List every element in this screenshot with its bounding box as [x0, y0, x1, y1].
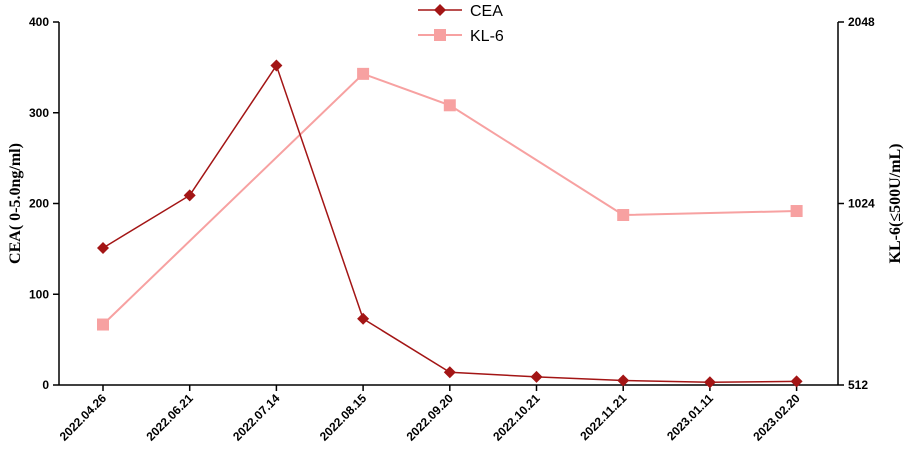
- cea-data-point: [703, 376, 716, 389]
- cea-data-point: [790, 375, 803, 388]
- kl6-data-point: [97, 318, 109, 331]
- cea-data-point: [97, 241, 109, 254]
- right-axis-title: KL-6(≤500U/mL): [887, 144, 904, 264]
- cea-data-point: [183, 189, 196, 202]
- legend: CEA KL-6: [418, 3, 504, 45]
- kl6-series-line: [102, 72, 797, 326]
- x-tick-label: 2022.08.15: [317, 391, 370, 444]
- cea-data-point: [617, 374, 630, 387]
- left-tick-label: 300: [29, 106, 49, 120]
- x-tick-label: 2023.02.20: [750, 391, 803, 444]
- cea-data-point: [530, 370, 543, 383]
- series-layer: [97, 59, 803, 389]
- cea-data-point: [270, 59, 283, 72]
- left-tick-label: 200: [29, 197, 49, 211]
- right-tick-label: 512: [848, 378, 868, 392]
- left-tick-label: 0: [42, 378, 49, 392]
- axes: 0 100 200 300 400 512 1024 2048 2022.04.26 2022.0…: [7, 15, 904, 444]
- left-tick-label: 100: [29, 287, 49, 301]
- x-tick-label: 2022.11.21: [577, 391, 629, 443]
- legend-kl6-marker: [434, 29, 446, 41]
- left-axis-title: CEA( 0-5.0ng/ml): [7, 143, 24, 264]
- legend-kl6-label: KL-6: [470, 28, 504, 45]
- legend-cea-label: CEA: [470, 3, 503, 20]
- cea-data-point: [357, 312, 370, 325]
- x-tick-label: 2022.07.14: [230, 391, 283, 444]
- x-tick-label: 2022.10.21: [490, 391, 543, 444]
- kl6-data-point: [357, 67, 370, 80]
- x-tick-label: 2022.04.26: [57, 391, 110, 444]
- cea-data-point: [443, 366, 456, 379]
- x-tick-label: 2022.06.21: [143, 391, 196, 444]
- right-tick-label: 1024: [848, 197, 875, 211]
- legend-cea-marker: [434, 4, 446, 16]
- x-tick-label: 2023.01.11: [664, 391, 716, 443]
- kl6-data-point: [617, 209, 630, 222]
- right-tick-label: 2048: [848, 15, 875, 29]
- kl6-data-point: [443, 99, 456, 112]
- kl6-data-point: [790, 205, 803, 218]
- left-tick-label: 400: [29, 15, 49, 29]
- x-tick-label: 2022.09.20: [404, 391, 457, 444]
